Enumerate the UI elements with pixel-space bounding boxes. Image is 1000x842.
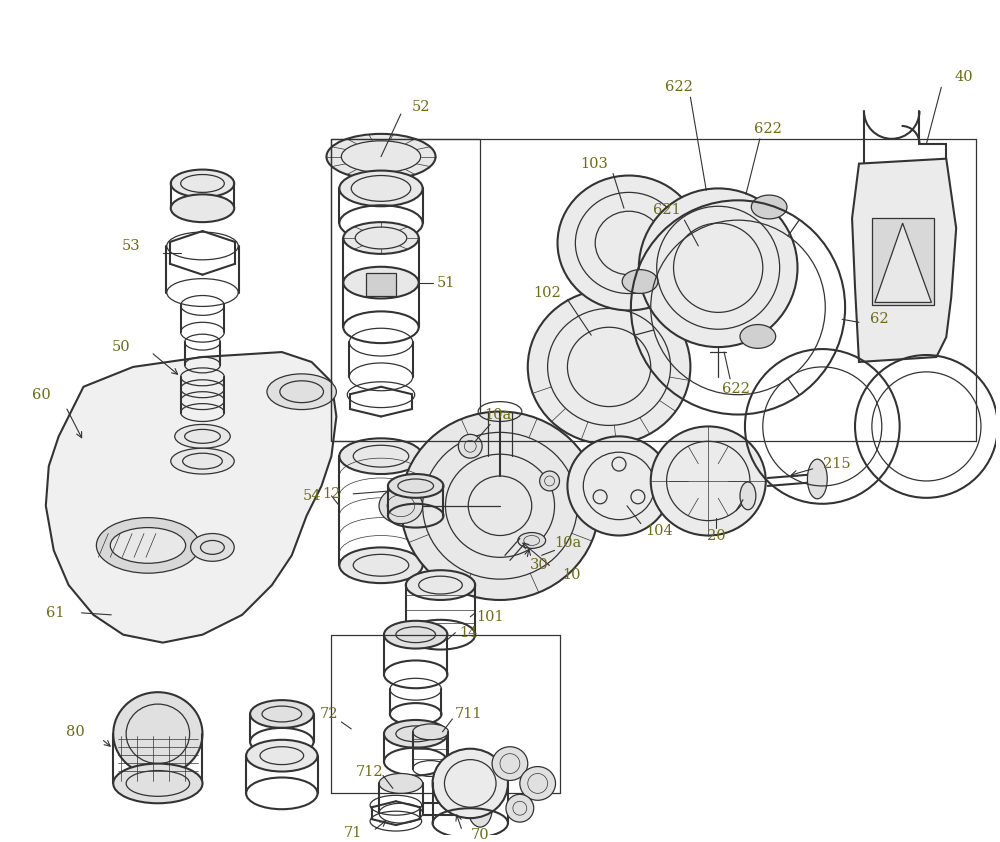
Text: 10: 10 xyxy=(562,568,581,582)
Text: 103: 103 xyxy=(580,157,608,171)
Text: 711: 711 xyxy=(455,707,482,721)
Ellipse shape xyxy=(520,766,556,800)
Ellipse shape xyxy=(401,412,599,600)
Ellipse shape xyxy=(339,547,423,584)
Ellipse shape xyxy=(413,724,448,740)
Ellipse shape xyxy=(740,324,776,349)
Ellipse shape xyxy=(740,482,756,509)
Ellipse shape xyxy=(528,290,690,445)
Ellipse shape xyxy=(384,621,447,648)
Text: 60: 60 xyxy=(32,387,51,402)
Ellipse shape xyxy=(96,518,200,573)
Ellipse shape xyxy=(113,764,202,803)
Text: 61: 61 xyxy=(46,606,65,620)
Ellipse shape xyxy=(751,195,787,219)
Text: 14: 14 xyxy=(459,626,477,640)
Polygon shape xyxy=(875,223,931,302)
Text: 10a: 10a xyxy=(554,536,581,551)
Ellipse shape xyxy=(433,749,508,818)
Text: 80: 80 xyxy=(66,725,85,739)
Ellipse shape xyxy=(191,534,234,562)
Ellipse shape xyxy=(246,740,318,771)
Text: 70: 70 xyxy=(471,828,489,842)
Ellipse shape xyxy=(518,532,546,548)
Text: 101: 101 xyxy=(476,610,504,624)
Ellipse shape xyxy=(567,436,671,536)
Text: 20: 20 xyxy=(707,529,726,542)
Text: 62: 62 xyxy=(870,312,888,327)
Polygon shape xyxy=(872,218,934,306)
Ellipse shape xyxy=(651,426,766,536)
Ellipse shape xyxy=(388,474,443,498)
Ellipse shape xyxy=(343,267,419,299)
Ellipse shape xyxy=(171,169,234,197)
Ellipse shape xyxy=(171,448,234,474)
Ellipse shape xyxy=(343,222,419,254)
Text: 52: 52 xyxy=(411,100,430,115)
Ellipse shape xyxy=(506,794,534,822)
Text: 71: 71 xyxy=(344,826,362,840)
Text: 72: 72 xyxy=(320,707,339,721)
Ellipse shape xyxy=(250,701,314,727)
Ellipse shape xyxy=(339,439,423,474)
Ellipse shape xyxy=(110,528,186,563)
Ellipse shape xyxy=(113,692,202,775)
Text: 10a: 10a xyxy=(484,408,512,422)
Text: 104: 104 xyxy=(645,524,673,537)
Ellipse shape xyxy=(379,488,423,524)
Text: 622: 622 xyxy=(722,381,750,396)
Text: 712: 712 xyxy=(355,765,383,779)
Ellipse shape xyxy=(558,175,700,311)
Ellipse shape xyxy=(379,774,423,793)
Text: 215: 215 xyxy=(823,457,851,472)
Ellipse shape xyxy=(384,720,447,748)
Polygon shape xyxy=(366,273,396,296)
Text: 621: 621 xyxy=(653,203,680,217)
Polygon shape xyxy=(852,158,956,362)
Ellipse shape xyxy=(492,747,528,781)
Ellipse shape xyxy=(326,134,436,179)
Ellipse shape xyxy=(171,195,234,222)
Ellipse shape xyxy=(175,424,230,448)
Ellipse shape xyxy=(406,570,475,600)
Text: 51: 51 xyxy=(436,275,455,290)
Ellipse shape xyxy=(458,434,482,458)
Ellipse shape xyxy=(807,459,827,498)
Text: 54: 54 xyxy=(302,489,321,503)
Text: 53: 53 xyxy=(122,239,140,253)
Text: 622: 622 xyxy=(665,80,692,94)
Text: 12: 12 xyxy=(322,487,341,501)
Ellipse shape xyxy=(622,269,658,293)
Text: 50: 50 xyxy=(112,340,130,354)
Text: 102: 102 xyxy=(534,285,561,300)
Text: 30: 30 xyxy=(530,558,549,573)
Ellipse shape xyxy=(339,171,423,206)
Ellipse shape xyxy=(267,374,336,409)
Circle shape xyxy=(639,189,798,347)
Polygon shape xyxy=(46,352,336,642)
Text: 40: 40 xyxy=(955,71,973,84)
Ellipse shape xyxy=(540,471,560,491)
Text: 622: 622 xyxy=(754,122,782,136)
Ellipse shape xyxy=(468,791,492,827)
